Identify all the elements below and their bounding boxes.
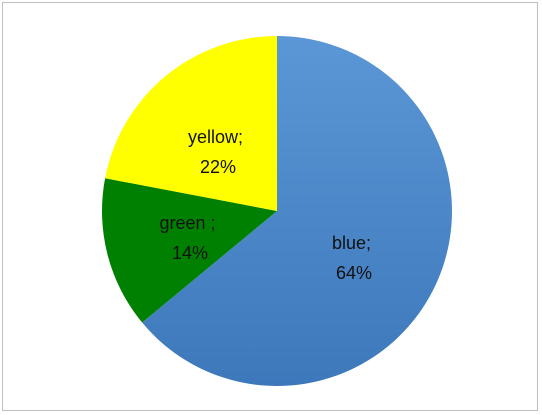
data-label-blue-name: blue; (332, 233, 371, 253)
pie-slice-yellow (105, 35, 277, 212)
pie-slices (102, 35, 452, 387)
data-label-yellow: yellow; 22% (188, 127, 248, 177)
data-label-green: green ; 14% (159, 213, 220, 263)
data-label-blue: blue; 64% (332, 233, 376, 283)
data-label-green-name: green ; (159, 213, 215, 233)
data-label-blue-value: 64% (336, 263, 372, 283)
pie-slice-green (102, 178, 278, 323)
data-label-green-value: 14% (172, 243, 208, 263)
pie-slice-blue (142, 36, 452, 387)
data-label-yellow-value: 22% (200, 157, 236, 177)
data-label-yellow-name: yellow; (188, 127, 243, 147)
pie-data-labels: blue; 64% green ; 14% yellow; 22% (159, 127, 376, 283)
